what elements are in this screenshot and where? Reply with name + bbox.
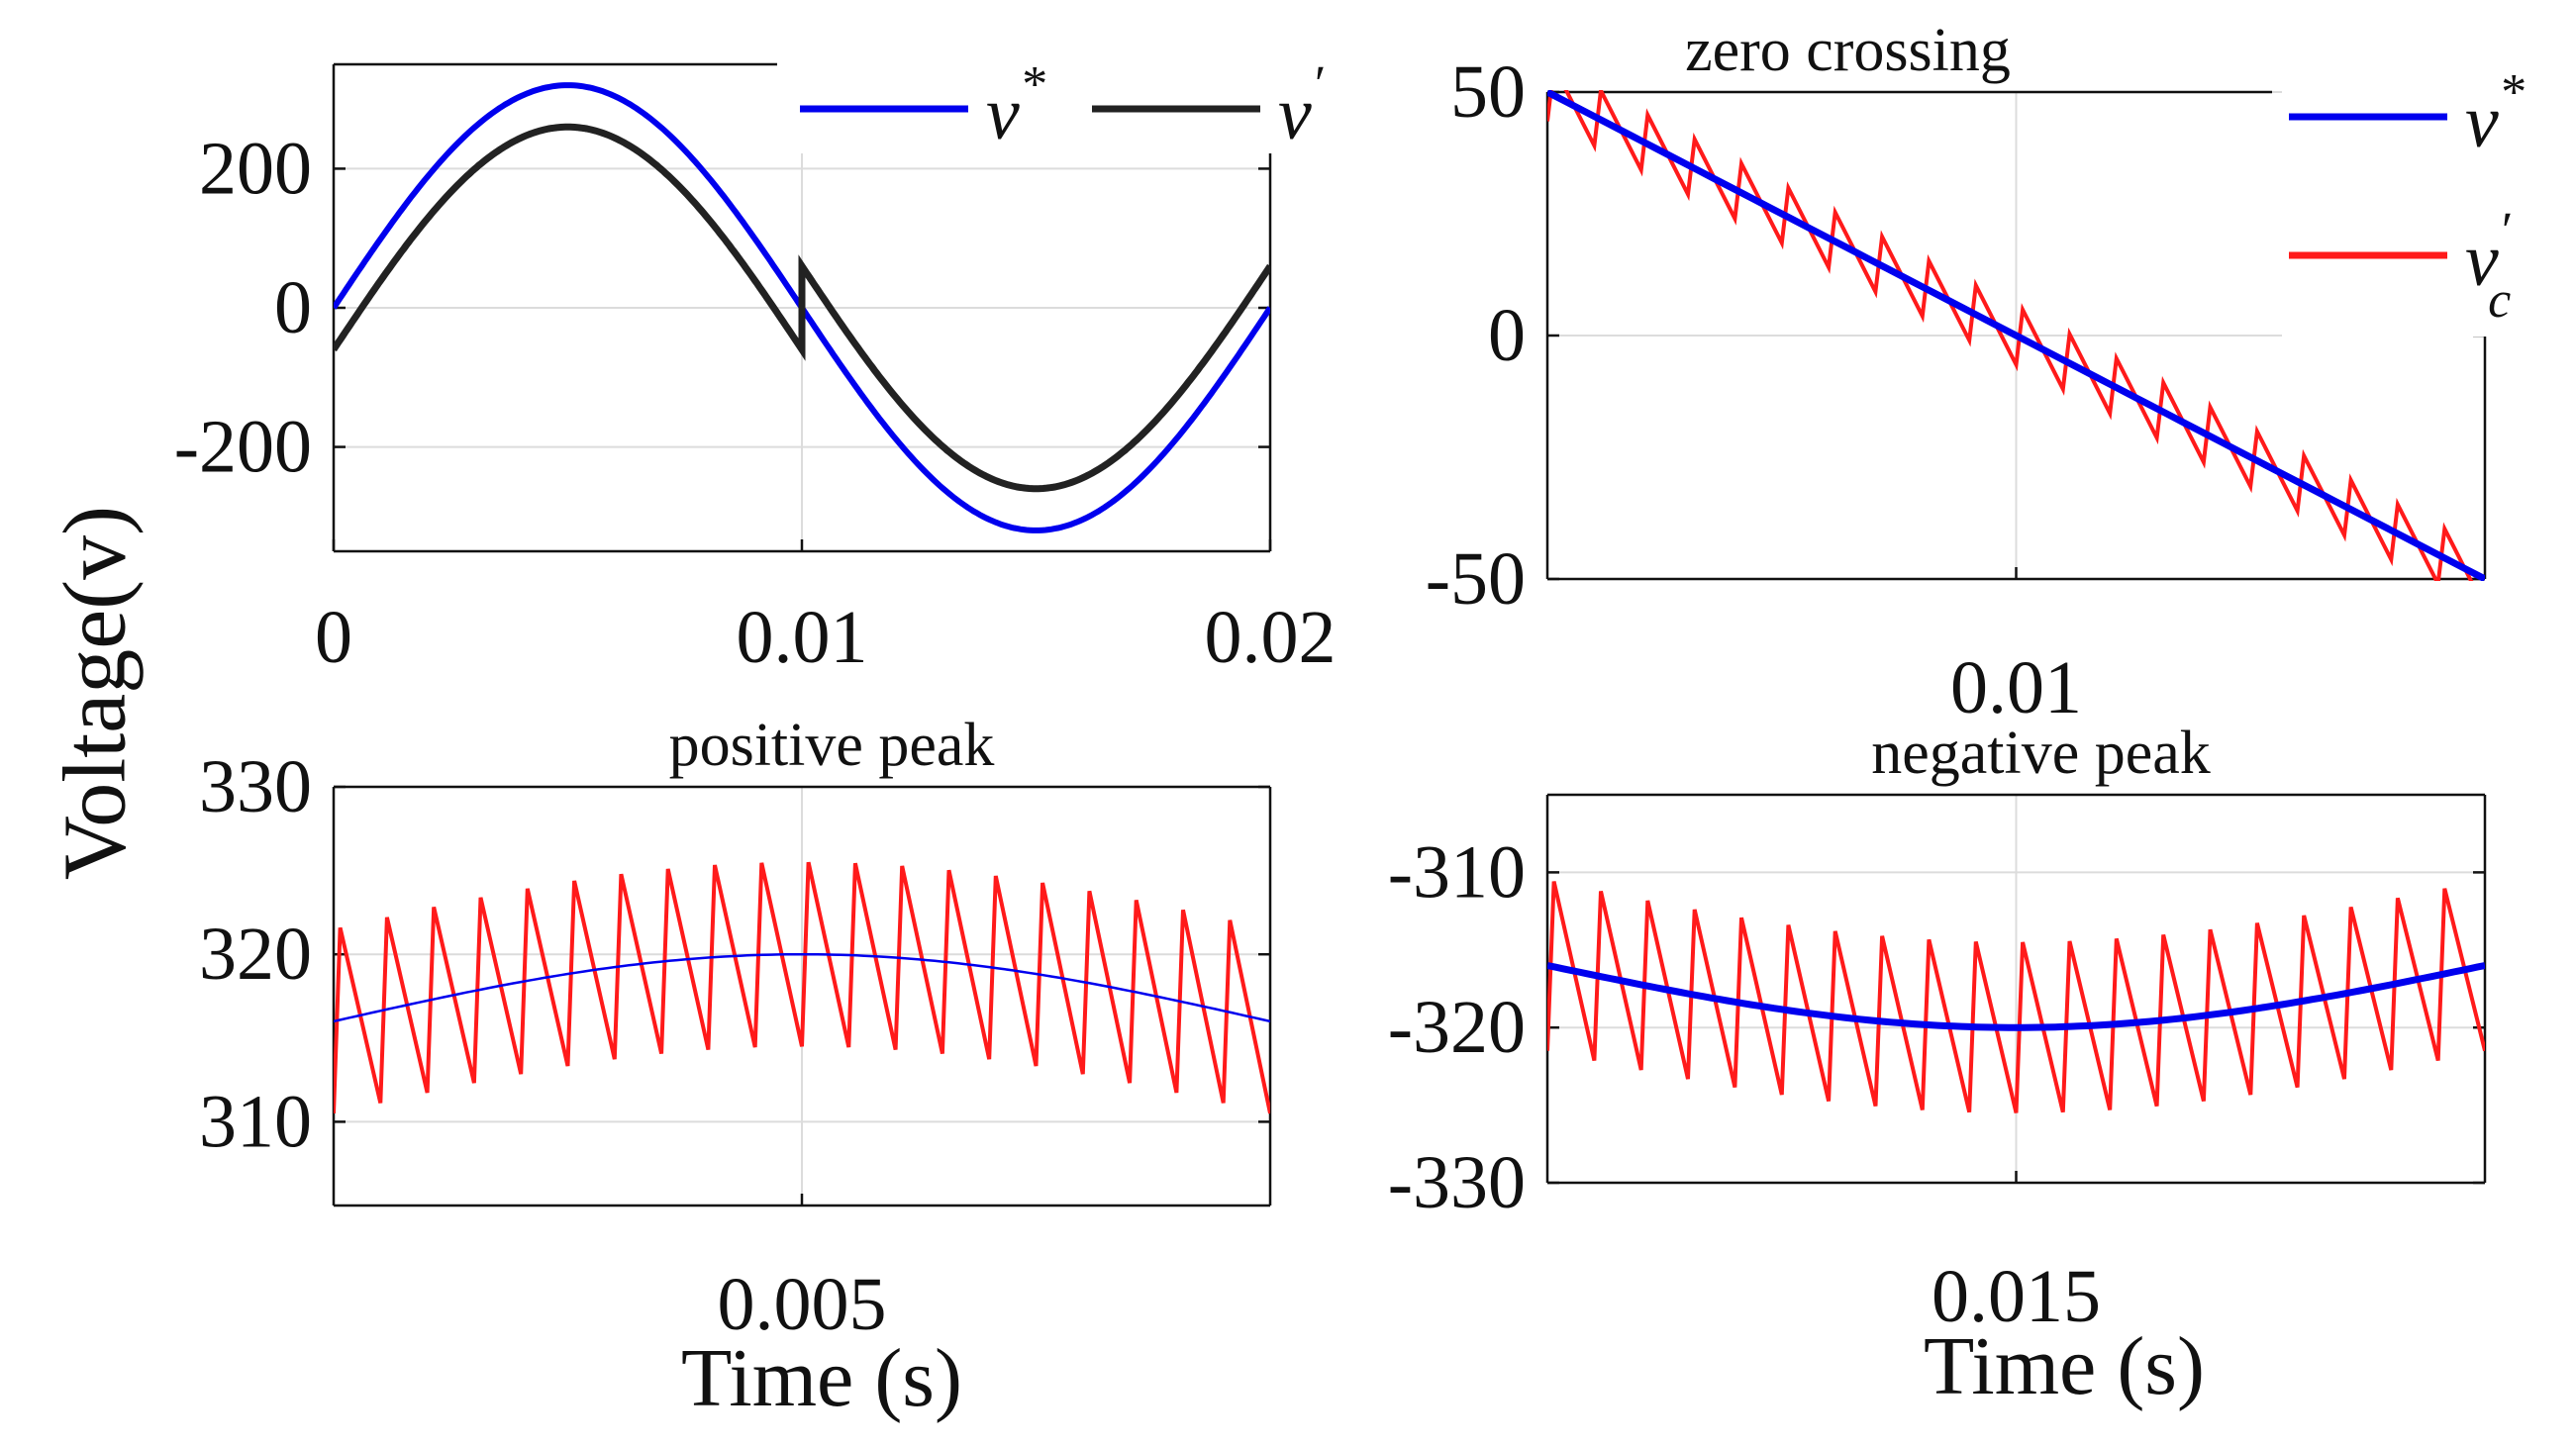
y-tick-label: -200 [174, 406, 312, 489]
series-vc [1547, 881, 2485, 1113]
plot-title: negative peak [1871, 720, 2211, 787]
series-v-star [1547, 962, 2485, 1031]
y-tick-label: 330 [199, 745, 312, 828]
y-tick-label: -50 [1426, 537, 1526, 621]
plot-title: positive peak [669, 712, 995, 779]
y-axis-label: Voltage(v) [47, 506, 145, 880]
series-vc [1547, 90, 2474, 581]
plot-title: zero crossing [1685, 17, 2011, 84]
x-tick-label: 0.02 [1205, 596, 1337, 679]
y-tick-label: -330 [1388, 1141, 1526, 1224]
x-tick-label: 0.01 [1950, 646, 2082, 729]
y-tick-label: 310 [199, 1080, 312, 1163]
plot-3: 0.015 -330 -320 -310 negative peak [1388, 720, 2487, 1338]
y-tick-label: 50 [1450, 50, 1526, 134]
y-tick-label: 320 [199, 913, 312, 996]
x-tick-label: 0.005 [718, 1263, 887, 1346]
plot-0: 0 0.01 0.02 -200 0 200 v* v′ [174, 56, 1381, 679]
y-tick-label: -320 [1388, 986, 1526, 1069]
series-v-star [334, 952, 1270, 1023]
plot-1: 0.01 -50 0 50 zero crossing v*v′ c [1426, 17, 2576, 729]
legend-box [2282, 69, 2576, 337]
x-tick-label: 0.01 [737, 596, 868, 679]
y-tick-label: -310 [1388, 830, 1526, 914]
x-tick-label: 0.015 [1932, 1255, 2101, 1338]
x-axis-label-left: Time (s) [681, 1332, 962, 1424]
y-tick-label: 0 [274, 266, 312, 349]
series-vc [334, 861, 1270, 1114]
y-tick-label: 0 [1488, 294, 1526, 377]
y-tick-label: 200 [199, 127, 312, 210]
x-tick-label: 0 [315, 596, 352, 679]
panels: 0 0.01 0.02 -200 0 200 v* v′ 0.01 -50 0 50 zero cros… [174, 17, 2576, 1346]
legend-top-left: v* v′ [787, 56, 1381, 155]
plot-2: 0.005 310 320 330 positive peak [199, 712, 1272, 1346]
x-axis-label-right: Time (s) [1924, 1320, 2205, 1412]
series-v-star [1547, 90, 2485, 581]
legend-top-right: v*v′ c [2282, 64, 2576, 337]
series-v-prime [334, 123, 1270, 493]
